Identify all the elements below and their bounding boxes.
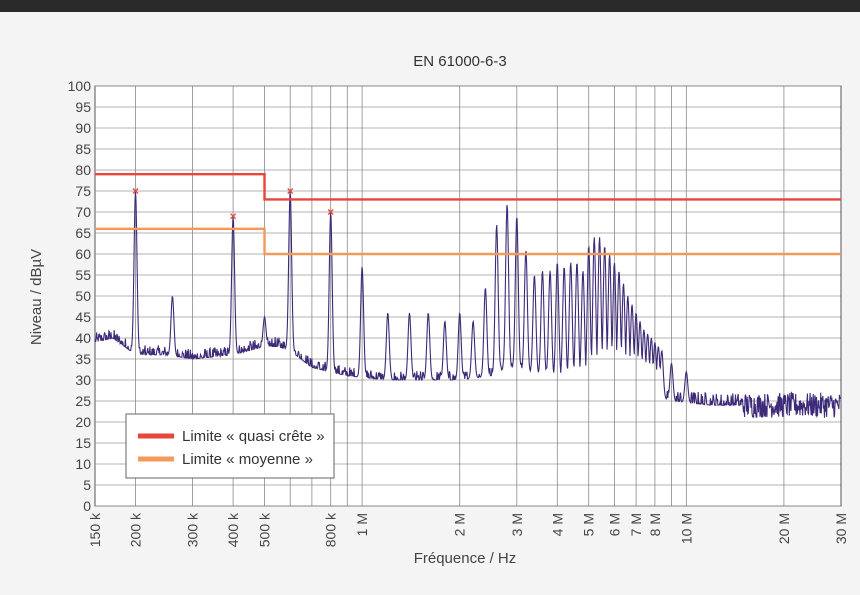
peak-marker: [287, 188, 294, 194]
x-tick-label: 3 M: [509, 513, 525, 536]
measurement-trace: [94, 190, 842, 419]
x-tick-label: 200 k: [128, 512, 144, 547]
legend-label-average: Limite « moyenne »: [182, 451, 313, 468]
x-axis-title: Fréquence / Hz: [414, 550, 517, 567]
y-tick-label: 95: [75, 99, 91, 115]
y-tick-label: 25: [75, 393, 91, 409]
legend-box: [125, 413, 335, 479]
y-tick-label: 40: [75, 330, 91, 346]
peak-marker: [327, 209, 334, 215]
x-tick-label: 4 M: [549, 513, 565, 536]
y-tick-label: 70: [75, 204, 91, 220]
y-tick-label: 0: [83, 498, 91, 514]
x-tick-labels: 150 k 200 k 300 k 400 k 500 k 800 k 1 M 2 M 3 M 4…: [87, 512, 849, 547]
x-tick-label: 5 M: [581, 513, 597, 536]
x-tick-label: 800 k: [323, 512, 339, 547]
measurement-line: [94, 190, 842, 419]
peak-marker: [132, 188, 139, 194]
peak-markers: [132, 188, 334, 220]
y-tick-labels: 0 5 10 15 20 25 30 35 40 45 50 55 60 65 70 75 80 85 90 95 10…: [68, 78, 92, 514]
y-tick-label: 20: [75, 414, 91, 430]
x-tick-label: 500 k: [257, 512, 273, 547]
x-tick-label: 7 M: [628, 513, 644, 536]
x-tick-label: 8 M: [647, 513, 663, 536]
y-tick-label: 30: [75, 372, 91, 388]
y-tick-label: 45: [75, 309, 91, 325]
peak-marker: [230, 213, 237, 220]
legend-label-quasi-peak: Limite « quasi crête »: [182, 428, 325, 445]
y-tick-label: 15: [75, 435, 91, 451]
x-tick-label: 30 M: [833, 513, 849, 544]
y-tick-label: 5: [83, 477, 91, 493]
limit-line-average: [95, 227, 841, 256]
y-axis-title: Niveau / dBµV: [28, 249, 45, 345]
x-tick-label: 20 M: [776, 513, 792, 544]
limit-line-quasi-peak: [95, 172, 841, 201]
y-tick-label: 65: [75, 225, 91, 241]
y-tick-label: 75: [75, 183, 91, 199]
x-tick-label: 400 k: [225, 512, 241, 547]
y-tick-label: 80: [75, 162, 91, 178]
x-tick-label: 300 k: [185, 512, 201, 547]
y-tick-label: 55: [75, 267, 91, 283]
limit-lines: [95, 172, 841, 256]
y-tick-label: 90: [75, 120, 91, 136]
x-tick-label: 2 M: [452, 513, 468, 536]
x-tick-label: 10 M: [678, 513, 694, 544]
y-tick-label: 35: [75, 351, 91, 367]
x-tick-label: 1 M: [354, 513, 370, 536]
top-border-bar: [0, 0, 860, 12]
y-tick-label: 10: [75, 456, 91, 472]
x-tick-label: 150 k: [87, 512, 103, 547]
y-tick-label: 85: [75, 141, 91, 157]
y-tick-label: 100: [68, 78, 92, 94]
x-tick-label: 6 M: [606, 513, 622, 536]
legend: Limite « quasi crête » Limite « moyenne …: [125, 413, 335, 479]
y-tick-label: 60: [75, 246, 91, 262]
chart-title: EN 61000-6-3: [413, 53, 506, 70]
y-tick-label: 50: [75, 288, 91, 304]
